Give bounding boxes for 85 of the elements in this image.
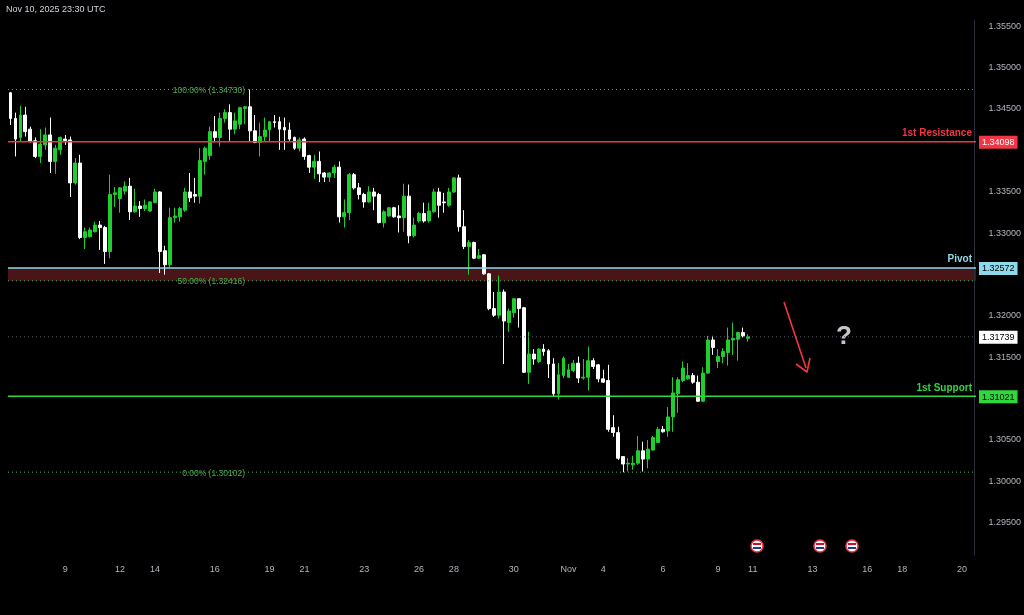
candlestick — [73, 157, 77, 186]
candlestick — [78, 154, 82, 240]
candlestick — [14, 112, 17, 157]
candlestick — [278, 116, 281, 151]
candlestick — [138, 200, 142, 218]
y-tick-label: 1.29500 — [988, 516, 1022, 527]
candlestick — [133, 188, 137, 214]
x-tick-label: 6 — [660, 563, 666, 574]
y-tick-label: 1.32000 — [988, 310, 1022, 321]
ref-line-label: 50.00% (1.32416) — [177, 276, 246, 287]
candlestick — [417, 211, 421, 224]
candlestick — [412, 217, 416, 238]
candlestick — [367, 185, 371, 204]
x-tick-label: 19 — [264, 563, 275, 574]
x-tick-label: 28 — [448, 563, 459, 574]
candlestick — [502, 289, 506, 365]
x-tick-label: 21 — [299, 563, 310, 574]
annotation: 1.31021 — [982, 391, 1015, 402]
y-tick-label: 1.30500 — [988, 434, 1022, 445]
x-tick-label: Nov — [560, 563, 577, 574]
annotation: 1.32572 — [982, 263, 1015, 274]
candlestick — [557, 362, 560, 401]
candlestick — [128, 177, 132, 221]
y-tick-label: 1.33500 — [988, 186, 1022, 197]
x-tick-label: 16 — [209, 563, 220, 574]
ref-line-label: 0.00% (1.30102) — [182, 467, 246, 478]
x-tick-label: 30 — [508, 563, 519, 574]
x-tick-label: 20 — [957, 563, 968, 574]
candlestick — [547, 348, 550, 379]
ref-line-label: 1st Support — [916, 381, 973, 393]
y-tick-label: 1.35000 — [988, 62, 1022, 73]
candlestick — [407, 184, 411, 244]
ref-line-label: 1st Resistance — [901, 127, 973, 139]
x-tick-label: 18 — [897, 563, 908, 574]
candlestick — [537, 347, 541, 364]
candlestick — [532, 348, 536, 366]
candlestick — [741, 327, 745, 339]
annotation: 1.31739 — [982, 332, 1015, 343]
y-tick-label: 1.31500 — [988, 351, 1022, 362]
candlestick — [711, 335, 715, 356]
candlestick — [472, 241, 476, 260]
candlestick — [297, 136, 301, 152]
annotation: 1.34098 — [982, 137, 1015, 148]
x-tick-label: 13 — [807, 563, 818, 574]
ref-line-label: 100.00% (1.34730) — [172, 84, 246, 95]
x-tick-label: 9 — [715, 563, 721, 574]
candlestick — [552, 357, 555, 397]
candlestick — [542, 343, 545, 357]
candlestick — [288, 122, 291, 142]
candlestick — [9, 91, 12, 126]
candlestick — [273, 114, 276, 128]
annotation: ? — [836, 320, 852, 350]
candlestick — [746, 333, 750, 343]
candlestick — [402, 183, 406, 233]
y-tick-label: 1.33000 — [988, 227, 1022, 238]
candlestick — [527, 331, 531, 385]
candlestick — [422, 202, 426, 224]
text: Nov 10, 2025 23:30 UTC — [6, 3, 107, 14]
candlestick — [661, 425, 665, 434]
candlestick — [576, 356, 580, 384]
candlestick — [283, 117, 286, 151]
candlestick — [467, 239, 471, 276]
candlestick — [19, 105, 22, 143]
candlestick — [293, 136, 296, 151]
y-tick-label: 1.30000 — [988, 475, 1022, 486]
candlestick — [562, 356, 565, 379]
candlestick — [477, 248, 481, 260]
candlestick — [48, 117, 52, 174]
y-tick-label: 1.35500 — [988, 20, 1022, 31]
candlestick — [641, 441, 645, 472]
x-tick-label: 9 — [62, 563, 68, 574]
x-tick-label: 12 — [115, 563, 126, 574]
x-tick-label: 26 — [413, 563, 425, 574]
x-tick-label: 23 — [359, 563, 370, 574]
x-tick-label: 4 — [600, 563, 606, 574]
candlestick — [337, 160, 341, 224]
candlestick — [228, 103, 232, 142]
y-tick-label: 1.34500 — [988, 103, 1022, 114]
x-tick-label: 14 — [149, 563, 160, 574]
candlestick — [312, 154, 316, 180]
candlestick — [497, 275, 501, 320]
candlestick — [213, 115, 217, 143]
x-tick-label: 11 — [748, 563, 758, 574]
ref-line-label: Pivot — [947, 253, 973, 265]
x-tick-label: 16 — [862, 563, 873, 574]
